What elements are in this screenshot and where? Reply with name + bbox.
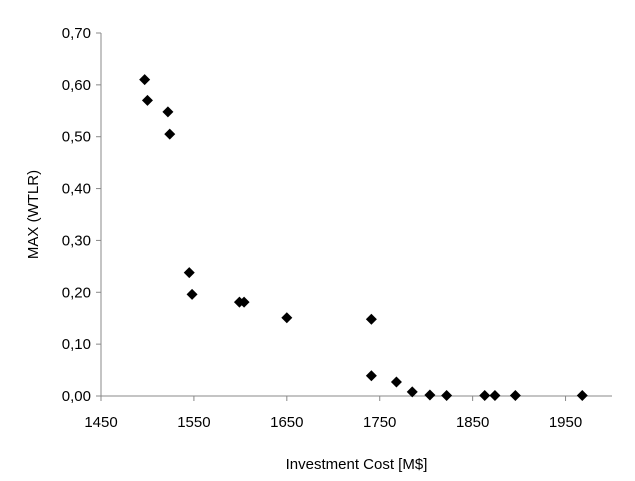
data-point — [183, 267, 195, 279]
data-point — [281, 312, 293, 324]
y-tick-label: 0,20 — [62, 284, 91, 301]
y-tick-label: 0,50 — [62, 129, 91, 146]
data-point — [139, 74, 151, 86]
y-tick-label: 0,40 — [62, 181, 91, 198]
y-tick-label: 0,00 — [62, 388, 91, 405]
x-tick-label: 1450 — [84, 414, 117, 431]
data-point — [162, 106, 174, 118]
data-point — [141, 94, 153, 106]
data-point — [441, 389, 453, 401]
y-tick-label: 0,60 — [62, 77, 91, 94]
x-tick-label: 1750 — [363, 414, 396, 431]
data-point — [238, 296, 250, 308]
y-axis-title: MAX (WTLR) — [25, 170, 42, 259]
data-point — [424, 389, 436, 401]
data-point — [489, 389, 501, 401]
axes — [100, 33, 612, 397]
data-points — [139, 74, 588, 401]
y-tick-label: 0,30 — [62, 232, 91, 249]
data-point — [406, 386, 418, 398]
data-point — [479, 389, 491, 401]
data-point — [390, 376, 402, 388]
data-point — [576, 389, 588, 401]
y-axis-ticks: 0,00 0,10 0,20 0,30 0,40 0,50 0,60 0,70 — [62, 25, 101, 405]
data-point — [186, 288, 198, 300]
x-axis-title: Investment Cost [M$] — [286, 456, 428, 473]
x-tick-label: 1550 — [177, 414, 210, 431]
x-tick-label: 1650 — [270, 414, 303, 431]
data-point — [365, 370, 377, 382]
data-point — [365, 313, 377, 325]
y-tick-label: 0,70 — [62, 25, 91, 42]
x-tick-label: 1950 — [549, 414, 582, 431]
data-point — [164, 128, 176, 140]
y-tick-label: 0,10 — [62, 336, 91, 353]
x-tick-label: 1850 — [456, 414, 489, 431]
data-point — [509, 389, 521, 401]
x-axis-ticks: 1450 1550 1650 1750 1850 1950 — [84, 396, 582, 431]
